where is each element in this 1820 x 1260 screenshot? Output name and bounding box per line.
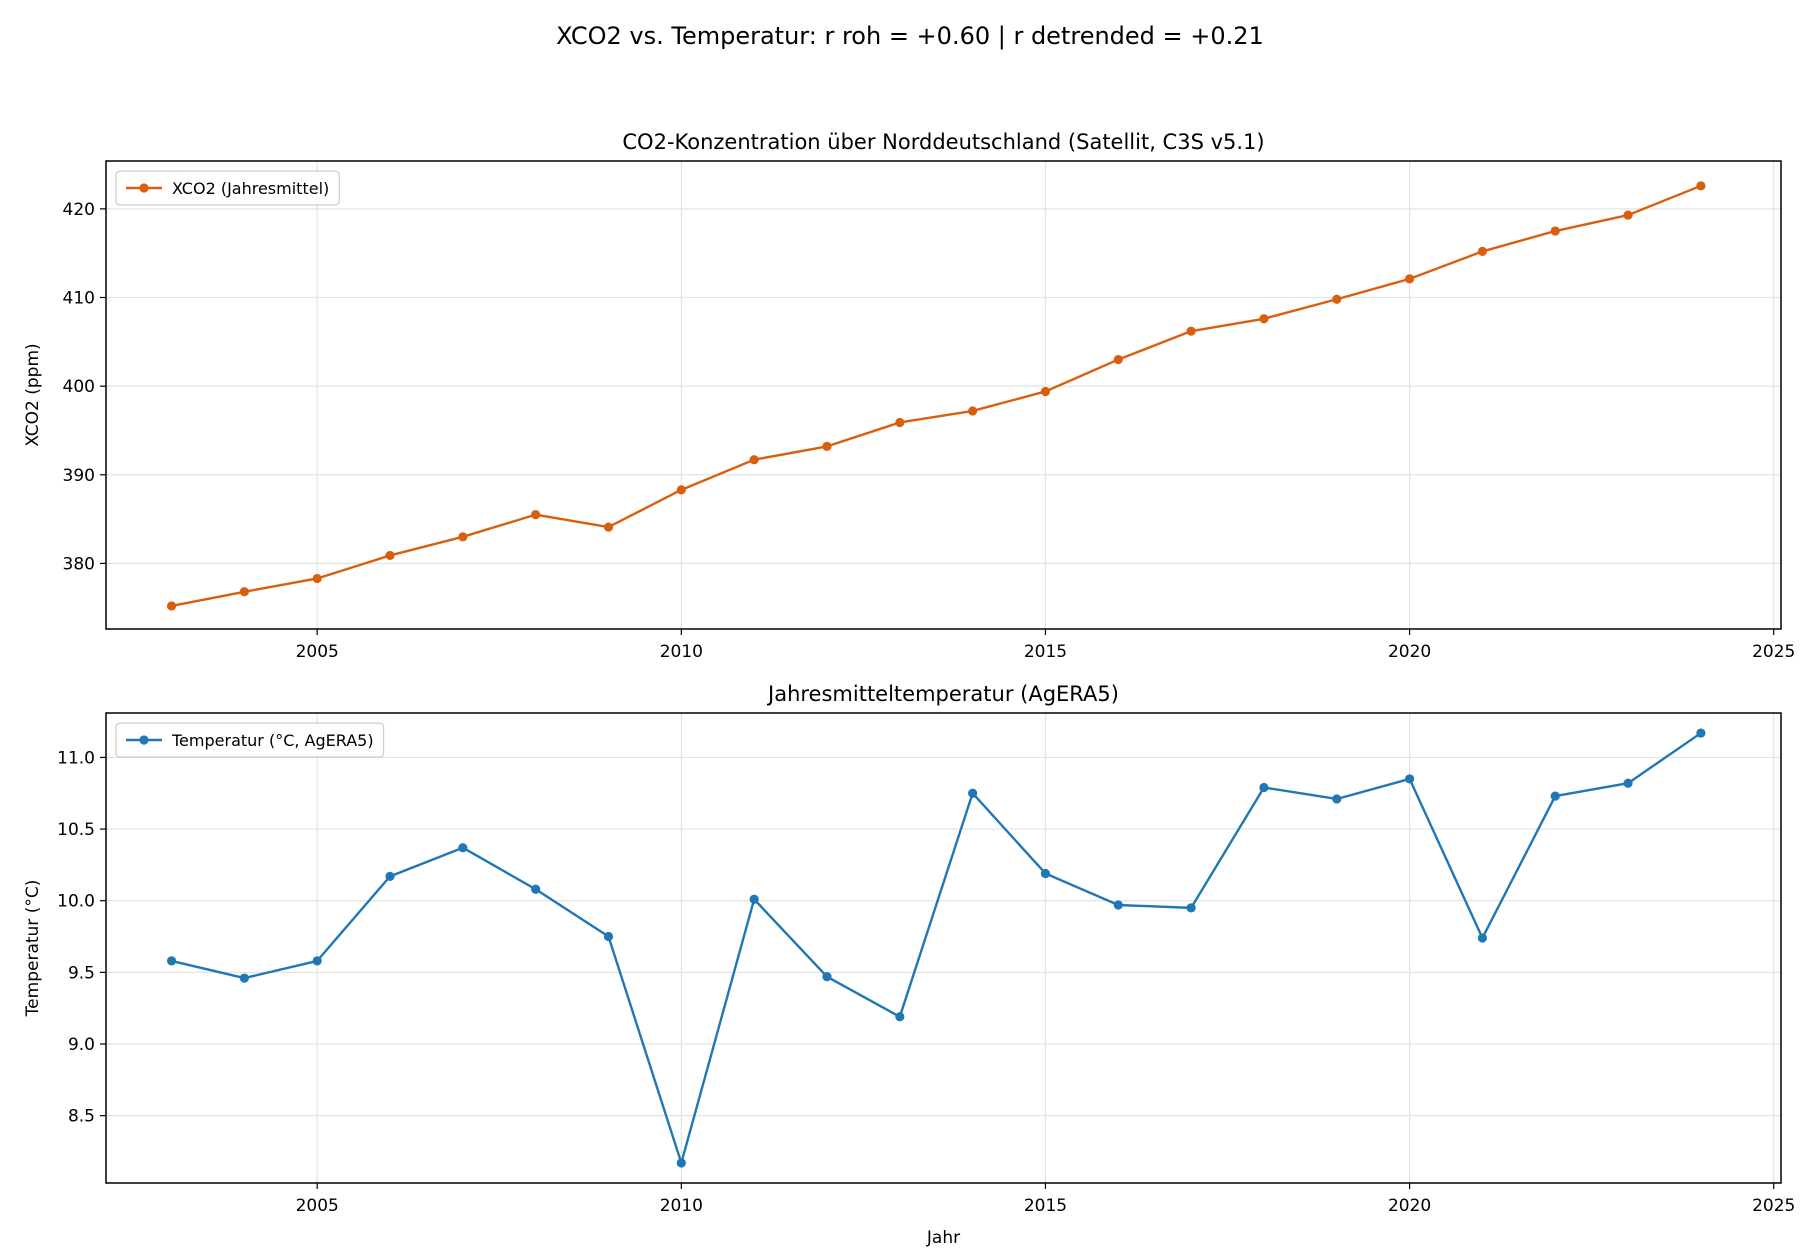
- y-tick-label: 390: [63, 466, 95, 486]
- data-point: [968, 406, 978, 416]
- y-tick-label: 410: [63, 289, 95, 309]
- data-point: [968, 788, 978, 798]
- data-point: [1259, 314, 1269, 324]
- data-point: [1113, 900, 1123, 910]
- data-point: [239, 973, 249, 983]
- data-point: [1477, 246, 1488, 257]
- y-tick-label: 8.5: [68, 1107, 95, 1127]
- y-tick-label: 10.0: [57, 892, 95, 912]
- x-tick-label: 2015: [1024, 1196, 1067, 1216]
- x-tick-label: 2020: [1388, 642, 1431, 662]
- data-point: [166, 601, 177, 611]
- x-tick-label: 2005: [296, 1196, 339, 1216]
- data-point: [895, 417, 905, 428]
- data-point: [1623, 778, 1633, 788]
- data-point: [1696, 728, 1706, 738]
- temperature-panel: 2005 2010 2015 2020 2025 8.5 9.0 9.5 10.0 10.5 11.…: [23, 682, 1795, 1248]
- y-tick-label: 380: [63, 554, 95, 574]
- y-axis-label: Temperatur (°C): [23, 880, 43, 1018]
- data-point: [1186, 903, 1196, 913]
- y-tick-label: 9.5: [68, 963, 95, 983]
- co2-panel: 2005 2010 2015 2020 2025 380 390 400 410 420 XCO2 …: [23, 130, 1795, 662]
- data-point: [1332, 294, 1342, 304]
- series-line: [171, 732, 1702, 1165]
- x-tick-label: 2025: [1752, 642, 1795, 662]
- data-point: [895, 1012, 905, 1022]
- data-point: [1040, 386, 1051, 397]
- x-tick-label: 2015: [1024, 642, 1067, 662]
- data-point: [1696, 181, 1706, 191]
- data-point: [1113, 354, 1123, 365]
- y-tick-label: 420: [63, 200, 95, 220]
- legend-marker: [139, 735, 149, 745]
- data-point: [749, 894, 759, 904]
- data-point: [676, 1158, 686, 1168]
- x-tick-label: 2020: [1388, 1196, 1431, 1216]
- data-point: [1040, 868, 1051, 879]
- figure-suptitle: XCO2 vs. Temperatur: r roh = +0.60 | r d…: [556, 22, 1264, 50]
- axes-frame: [105, 712, 1782, 1184]
- data-point: [1404, 774, 1415, 784]
- data-point: [1550, 226, 1560, 236]
- data-point: [603, 522, 614, 532]
- y-tick-label: 10.5: [57, 820, 95, 840]
- data-point: [1623, 210, 1633, 220]
- data-point: [822, 972, 832, 982]
- x-tick-label: 2005: [296, 642, 339, 662]
- data-point: [531, 510, 541, 520]
- data-point: [458, 843, 468, 853]
- panel-title: Jahresmitteltemperatur (AgERA5): [766, 682, 1119, 706]
- y-tick-label: 9.0: [68, 1035, 95, 1055]
- legend-label: Temperatur (°C, AgERA5): [171, 731, 374, 750]
- y-tick-label: 11.0: [57, 748, 95, 768]
- data-point: [603, 931, 614, 942]
- axes-frame: [105, 160, 1782, 630]
- x-tick-label: 2010: [660, 642, 703, 662]
- data-point: [166, 956, 177, 966]
- data-point: [531, 884, 541, 894]
- data-point: [312, 956, 322, 966]
- data-point: [385, 550, 395, 561]
- series-line: [171, 184, 1702, 608]
- legend-marker: [139, 183, 149, 193]
- legend-label: XCO2 (Jahresmittel): [172, 179, 329, 198]
- data-point: [312, 573, 322, 584]
- x-tick-label: 2025: [1752, 1196, 1795, 1216]
- data-point: [749, 455, 759, 465]
- data-point: [1404, 274, 1415, 284]
- y-tick-label: 400: [63, 377, 95, 397]
- legend-box: [115, 722, 385, 758]
- panel-title: CO2-Konzentration über Norddeutschland (…: [622, 130, 1264, 154]
- data-point: [1477, 933, 1488, 943]
- data-point: [1550, 791, 1560, 801]
- data-point: [385, 871, 395, 881]
- data-point: [822, 441, 832, 452]
- x-tick-label: 2010: [660, 1196, 703, 1216]
- data-point: [1332, 794, 1342, 804]
- data-point: [458, 532, 468, 542]
- data-point: [1259, 782, 1269, 793]
- x-axis-label: Jahr: [926, 1228, 960, 1248]
- data-point: [1186, 326, 1196, 336]
- y-axis-label: XCO2 (ppm): [23, 343, 43, 446]
- legend-box: [115, 170, 340, 206]
- data-point: [239, 587, 249, 597]
- data-point: [676, 485, 686, 495]
